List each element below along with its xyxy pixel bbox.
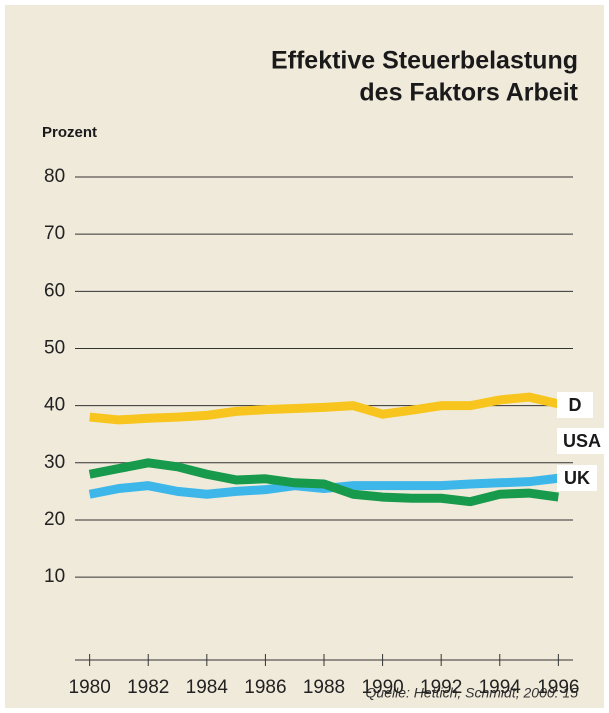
chart-title: des Faktors Arbeit xyxy=(359,79,578,107)
y-tick-label: 80 xyxy=(44,166,65,187)
x-tick-label: 1988 xyxy=(303,677,345,698)
line xyxy=(88,458,559,507)
y-tick-label: 30 xyxy=(44,452,65,473)
legend-label: D xyxy=(569,395,582,415)
line xyxy=(89,392,560,425)
background xyxy=(5,5,604,708)
x-tick-label: 1982 xyxy=(127,677,169,698)
legend-label: USA xyxy=(563,431,601,451)
chart-title: Effektive Steuerbelastung xyxy=(271,47,578,75)
legend-box xyxy=(557,392,593,418)
source: Quelle: Hettich, Schmidt, 2000: 15 xyxy=(366,685,579,701)
x-tick-label: 1984 xyxy=(186,677,229,698)
y-tick-label: 20 xyxy=(44,509,65,530)
y-tick-label: 70 xyxy=(44,223,65,244)
x-tick-label: 1992 xyxy=(420,677,462,698)
y-tick-label: 10 xyxy=(44,566,65,587)
y-axis-label: Prozent xyxy=(42,124,97,141)
y-tick-label: 50 xyxy=(44,337,65,358)
legend-label: UK xyxy=(564,468,590,488)
legend-box xyxy=(557,465,597,491)
x-tick-label: 1980 xyxy=(69,677,111,698)
x-tick-label: 1986 xyxy=(244,677,286,698)
y-tick-label: 40 xyxy=(44,395,65,416)
x-tick-label: 1996 xyxy=(537,677,579,698)
x-tick-label: 1994 xyxy=(479,677,522,698)
x-tick-label: 1990 xyxy=(361,677,403,698)
legend-box xyxy=(557,428,607,454)
y-tick-label: 60 xyxy=(44,280,65,301)
